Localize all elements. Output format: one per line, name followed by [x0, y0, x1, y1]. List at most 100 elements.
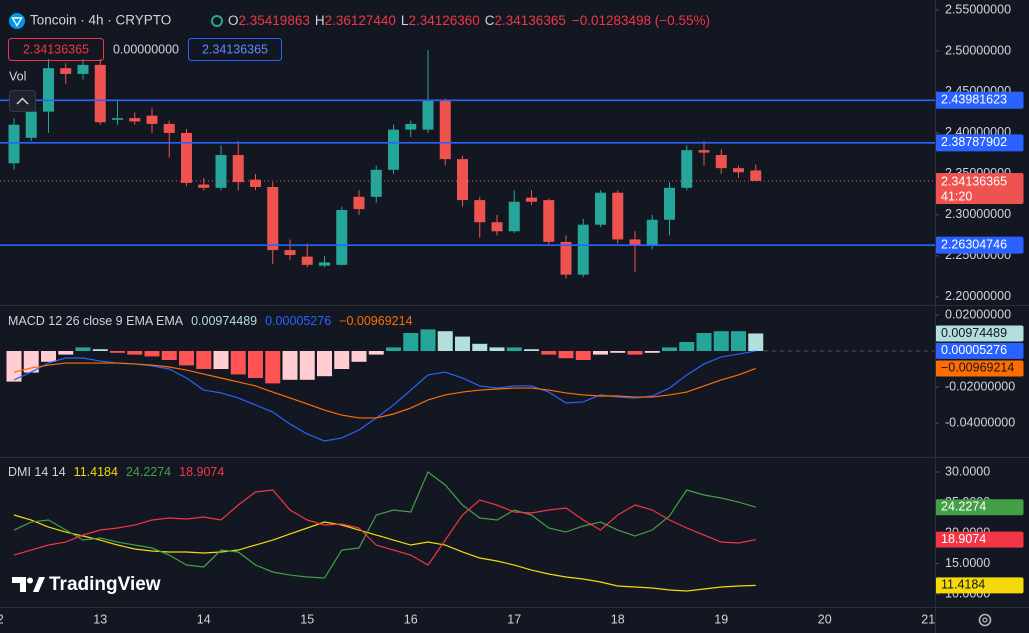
spread: 0.00000000 [113, 42, 179, 56]
y-tick-label: 15.0000 [945, 556, 990, 570]
ohlc-key: C [485, 13, 495, 28]
candle-body [422, 100, 434, 130]
value-badge-text: 11.4184 [941, 578, 985, 592]
histogram-bar [524, 349, 539, 352]
candle-body [595, 192, 606, 225]
histogram-bar [610, 351, 626, 353]
change-value: −0.01283498 (−0.55%) [572, 13, 710, 28]
last-price-text: 2.34136365 [941, 174, 1007, 188]
histogram-bar [230, 351, 246, 375]
histogram-bar [506, 347, 522, 352]
indicator-title: DMI 14 14 [8, 465, 66, 479]
candle-body [750, 170, 762, 181]
x-tick-label: 13 [93, 612, 107, 626]
candle-body [60, 68, 72, 74]
candle-body [560, 241, 572, 275]
buy-price: 2.34136365 [202, 42, 268, 56]
candle-body [301, 256, 313, 265]
value-badge-text: 0.00974489 [941, 326, 1007, 340]
candle-body [215, 155, 227, 188]
ohlc-value: 2.34126360 [408, 13, 479, 28]
sell-box[interactable] [8, 38, 104, 61]
countdown-text: 41:20 [941, 189, 972, 203]
indicator-value: 24.2274 [126, 465, 171, 479]
watermark-logo [33, 577, 45, 592]
y-tick-label: 2.55000000 [945, 2, 1011, 16]
candle-body [715, 155, 727, 169]
x-tick-label: 14 [197, 612, 211, 626]
ohlc-value: 2.35419863 [239, 13, 310, 28]
candle-body [284, 250, 296, 256]
histogram-bar [317, 351, 332, 377]
indicator-value: 11.4184 [74, 465, 118, 479]
candle-body [577, 224, 589, 275]
histogram-bar [265, 351, 281, 384]
level-badge-text: 2.26304746 [941, 237, 1007, 251]
ohlc-legend: O2.35419863 H2.36127440 L2.34126360 C2.3413… [228, 13, 710, 28]
histogram-bar [92, 349, 108, 352]
market-status[interactable] [211, 15, 223, 27]
candle-body [543, 200, 555, 242]
value-badge [935, 342, 1024, 359]
x-tick-label: 12 [0, 612, 4, 626]
indicator-line [13, 489, 756, 566]
last-price-badge [935, 172, 1024, 204]
histogram-bar [213, 351, 229, 370]
volume-label[interactable]: Vol [9, 69, 26, 83]
candle-body [733, 168, 744, 173]
candle-body [405, 123, 417, 130]
symbol-icon[interactable] [9, 13, 25, 29]
candle-body [474, 200, 486, 223]
x-tick-label: 16 [404, 612, 418, 626]
candle-body [146, 115, 158, 124]
ohlc-value: 2.34136365 [495, 13, 566, 28]
settings-gear[interactable] [978, 613, 992, 627]
value-badge [935, 531, 1024, 548]
candle-body [664, 187, 675, 220]
ohlc-key: O [228, 13, 239, 28]
value-badge [935, 499, 1024, 516]
y-tick-label: -0.04000000 [945, 415, 1015, 429]
candle-body [491, 222, 503, 232]
histogram-bar [248, 351, 263, 379]
candle-body [629, 239, 641, 246]
candle-body [336, 209, 348, 265]
histogram-bar [127, 351, 143, 355]
y-tick-label: 2.30000000 [945, 207, 1011, 221]
buy-box[interactable] [188, 38, 282, 61]
settings-icon[interactable] [978, 613, 992, 627]
histogram-bar [6, 351, 22, 382]
indicator-line [13, 471, 756, 579]
histogram-bar [282, 351, 298, 380]
histogram-bar [299, 351, 315, 380]
histogram-bar [334, 351, 350, 370]
candle-body [129, 118, 141, 122]
ohlc-value: 2.36127440 [325, 13, 396, 28]
x-tick-label: 21 [921, 612, 935, 626]
candle-body [250, 179, 261, 187]
histogram-bar [627, 351, 643, 355]
level-badge-text: 2.43981623 [941, 93, 1007, 107]
level-badge [935, 236, 1024, 254]
candle-body [163, 123, 175, 133]
x-tick-label: 18 [611, 612, 625, 626]
candle-body [43, 68, 54, 112]
candle-body [181, 132, 192, 183]
collapse-button[interactable] [9, 90, 36, 112]
candle-body [457, 159, 468, 201]
x-tick-label: 20 [818, 612, 832, 626]
histogram-bar [489, 347, 505, 352]
histogram-bar [731, 331, 746, 352]
histogram-bar [575, 351, 591, 361]
candle-body [319, 262, 330, 266]
candle-body [94, 64, 106, 123]
candle-body [232, 155, 244, 183]
indicator-value: 0.00974489 [191, 314, 257, 328]
y-tick-label: 2.20000000 [945, 289, 1011, 303]
ohlc-key: L [401, 13, 409, 28]
candle-body [439, 100, 451, 160]
histogram-bar [679, 342, 695, 352]
symbol-name[interactable]: Toncoin · 4h · CRYPTO [30, 13, 171, 28]
